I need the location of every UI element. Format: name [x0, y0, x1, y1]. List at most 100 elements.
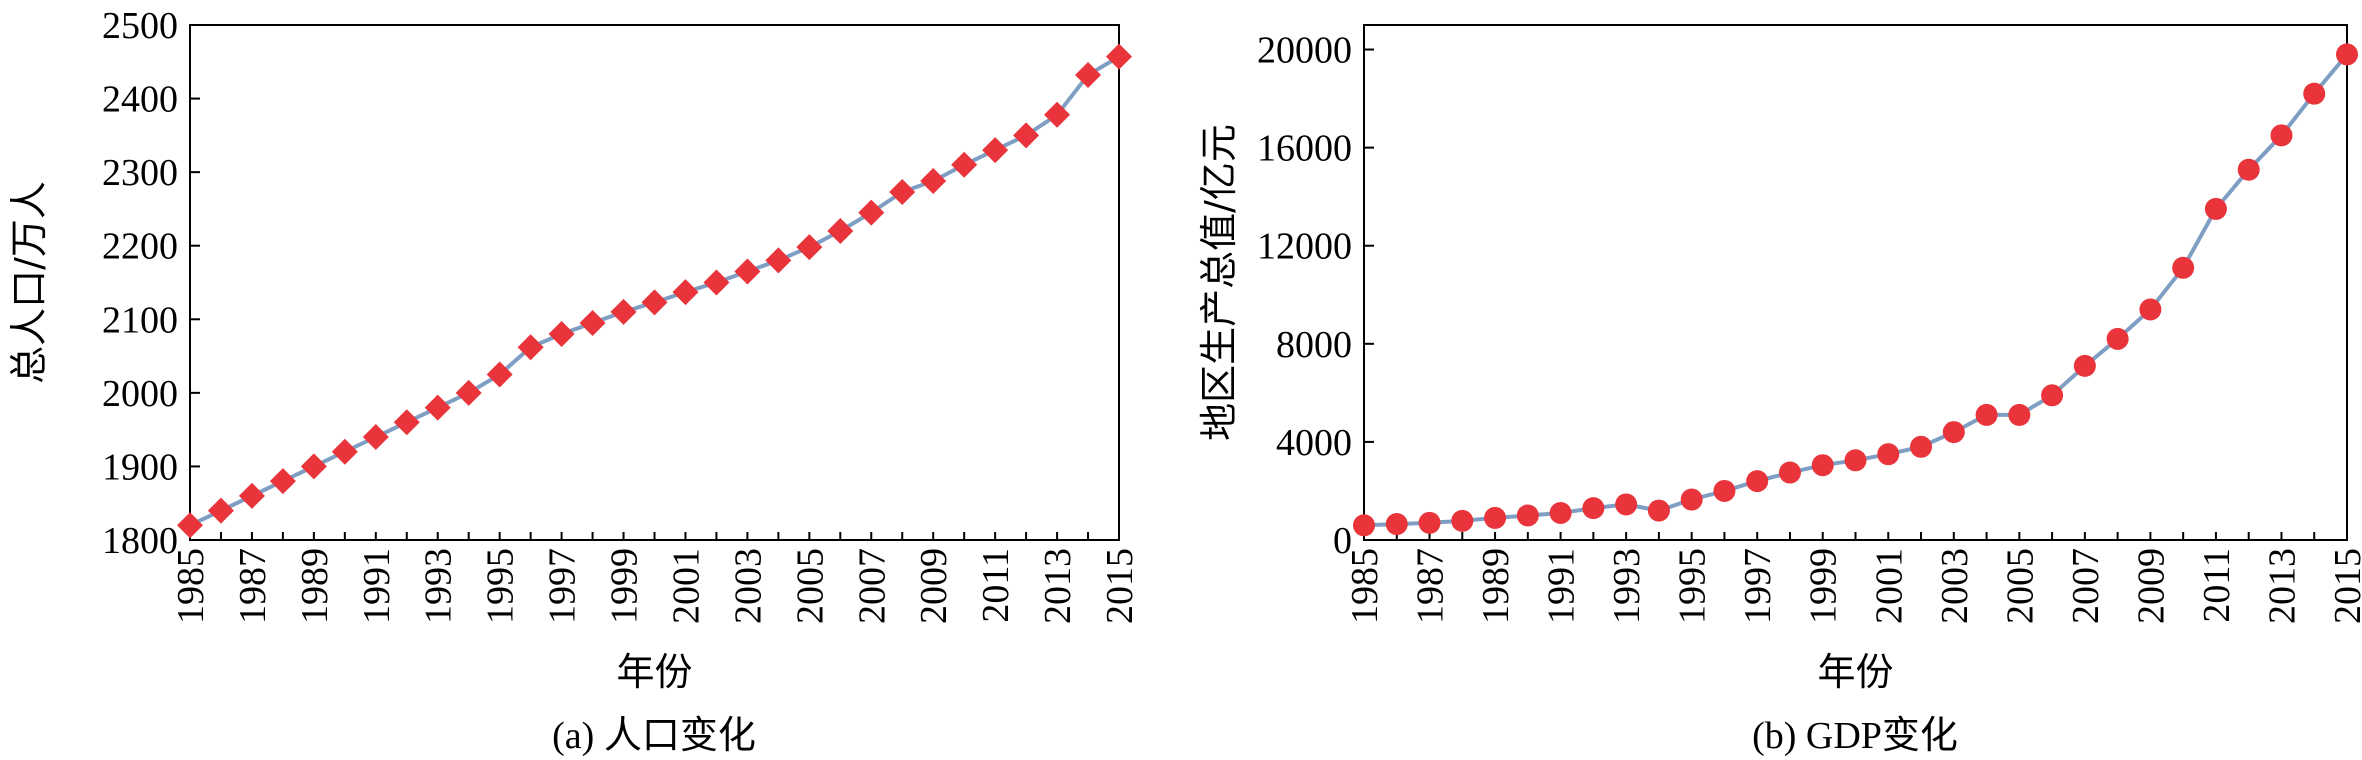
chart-a-data-point	[858, 199, 885, 226]
chart-a-caption: (a) 人口变化	[552, 715, 756, 757]
chart-a-population: 1800 1900 2000 2100 2200 2300 2400 2500 1985 1987…	[7, 5, 1141, 757]
chart-b-x-tick-label: 1997	[1737, 548, 1779, 624]
chart-b-data-point	[2237, 158, 2260, 181]
chart-a-y-tick-label: 2400	[102, 79, 178, 121]
chart-a-y-tick-label: 1800	[102, 520, 178, 562]
chart-b-data-point	[1910, 435, 1933, 458]
chart-a-x-tick-label: 2005	[789, 548, 831, 624]
chart-b-y-axis-label: 地区生产总值/亿元	[1197, 124, 1241, 441]
chart-a-x-tick-label: 1991	[356, 548, 398, 624]
chart-a-data-point	[765, 247, 792, 274]
chart-a-data-point	[920, 167, 947, 194]
chart-a-data-point	[424, 394, 451, 421]
chart-a-data-point	[1075, 62, 1102, 89]
chart-a-y-tick-label: 2200	[102, 226, 178, 268]
chart-b-data-point	[1615, 493, 1638, 516]
chart-b-data-point	[1942, 421, 1965, 444]
chart-a-data-point	[207, 497, 234, 524]
chart-a-data-point	[951, 151, 978, 178]
chart-b-data-point	[2008, 403, 2031, 426]
chart-a-x-tick-label: 1999	[604, 548, 646, 624]
chart-b-data-point	[1680, 488, 1703, 511]
chart-b-caption: (b) GDP变化	[1752, 715, 1958, 757]
chart-b-y-tick-label: 20000	[1257, 30, 1352, 72]
chart-a-data-point	[796, 234, 823, 261]
chart-a-data-point	[548, 321, 575, 347]
chart-a-y-tick-label: 2300	[102, 152, 178, 194]
chart-b-x-tick-label: 1987	[1410, 548, 1452, 624]
chart-b-y-tick-label: 0	[1333, 520, 1352, 562]
chart-a-data-point	[1044, 101, 1071, 128]
chart-a-data-point	[672, 279, 699, 306]
chart-a-data-point	[827, 218, 854, 244]
chart-a-x-tick-label: 1995	[480, 548, 522, 624]
chart-a-x-tick-label: 1993	[418, 548, 460, 624]
chart-b-x-axis-label: 年份	[1817, 650, 1893, 694]
chart-b-data-point	[1385, 513, 1408, 536]
chart-b-x-tick-label: 1999	[1803, 548, 1845, 624]
chart-a-data-point	[269, 468, 296, 495]
chart-a-x-tick-label: 2003	[727, 548, 769, 624]
chart-a-y-tick-label: 2000	[102, 373, 178, 415]
chart-a-x-tick-label: 2001	[665, 548, 707, 624]
chart-a-data-point	[610, 298, 637, 325]
chart-b-data-point	[1746, 470, 1769, 493]
chart-a-y-axis-label: 总人口/万人	[7, 181, 51, 384]
chart-a-x-tick-label: 1987	[232, 548, 274, 624]
chart-b-data-point	[1418, 511, 1441, 534]
chart-a-data-point	[889, 179, 916, 206]
chart-a-data-point	[1106, 43, 1132, 70]
chart-a-data-point	[393, 409, 420, 436]
chart-b-data-point	[1713, 479, 1736, 502]
chart-b-x-tick-label: 1985	[1344, 548, 1386, 624]
chart-b-data-point	[1353, 514, 1375, 537]
chart-b-data-point	[1484, 506, 1507, 529]
chart-b-data-point	[2139, 298, 2162, 321]
chart-b-x-tick-label: 2005	[1999, 548, 2041, 624]
chart-a-x-tick-label: 2013	[1037, 548, 1079, 624]
chart-a-data-point	[579, 309, 606, 336]
chart-b-x-tick-label: 1995	[1672, 548, 1714, 624]
chart-b-gdp: 0 4000 8000 12000 16000 20000 1985 1987 1989 1991…	[1197, 24, 2362, 757]
chart-a-x-tick-label: 2011	[975, 548, 1017, 623]
chart-a-data-point	[300, 453, 327, 480]
chart-b-x-tick-label: 2015	[2327, 548, 2362, 624]
chart-a-x-tick-label: 1985	[170, 548, 212, 624]
chart-b-x-tick-label: 2003	[1934, 548, 1976, 624]
chart-b-data-point	[2303, 82, 2326, 105]
chart-b-data-point	[2336, 43, 2358, 66]
chart-a-y-tick-label: 2500	[102, 5, 178, 47]
chart-a-y-tick-label: 2100	[102, 299, 178, 341]
chart-b-data-point	[2073, 354, 2096, 377]
chart-b-y-tick-label: 8000	[1276, 324, 1352, 366]
chart-a-plot-frame	[189, 24, 1120, 541]
chart-a-data-point	[362, 424, 389, 450]
chart-a-data-point	[641, 289, 668, 316]
chart-b-x-tick-label: 2013	[2261, 548, 2303, 624]
chart-a-x-tick-label: 2009	[913, 548, 955, 624]
chart-a-x-tick-label: 1989	[294, 548, 336, 624]
chart-b-x-tick-label: 1991	[1541, 548, 1583, 624]
chart-a-data-point	[238, 482, 265, 509]
chart-a-x-tick-label: 2007	[851, 548, 893, 624]
chart-a-y-tick-label: 1900	[102, 446, 178, 488]
chart-b-data-point	[2172, 256, 2195, 279]
chart-a-data-point	[703, 269, 730, 296]
chart-b-data-point	[1844, 449, 1867, 472]
chart-b-data-point	[1647, 499, 1670, 522]
chart-b-data-point	[1811, 454, 1834, 477]
chart-a-data-point	[517, 334, 544, 361]
chart-a-data-point	[982, 137, 1009, 164]
chart-b-data-point	[2106, 327, 2129, 350]
chart-b-data-point	[1549, 502, 1572, 525]
chart-b-data-point	[2041, 384, 2064, 407]
chart-a-data-point	[1013, 122, 1040, 149]
chart-b-y-tick-label: 16000	[1257, 128, 1352, 170]
chart-b-data-point	[1451, 509, 1474, 532]
chart-b-y-tick-label: 12000	[1257, 226, 1352, 268]
chart-b-data-point	[2270, 124, 2293, 147]
chart-a-x-axis-label: 年份	[616, 650, 692, 694]
chart-b-x-tick-label: 2007	[2065, 548, 2107, 624]
chart-a-data-point	[486, 361, 513, 388]
